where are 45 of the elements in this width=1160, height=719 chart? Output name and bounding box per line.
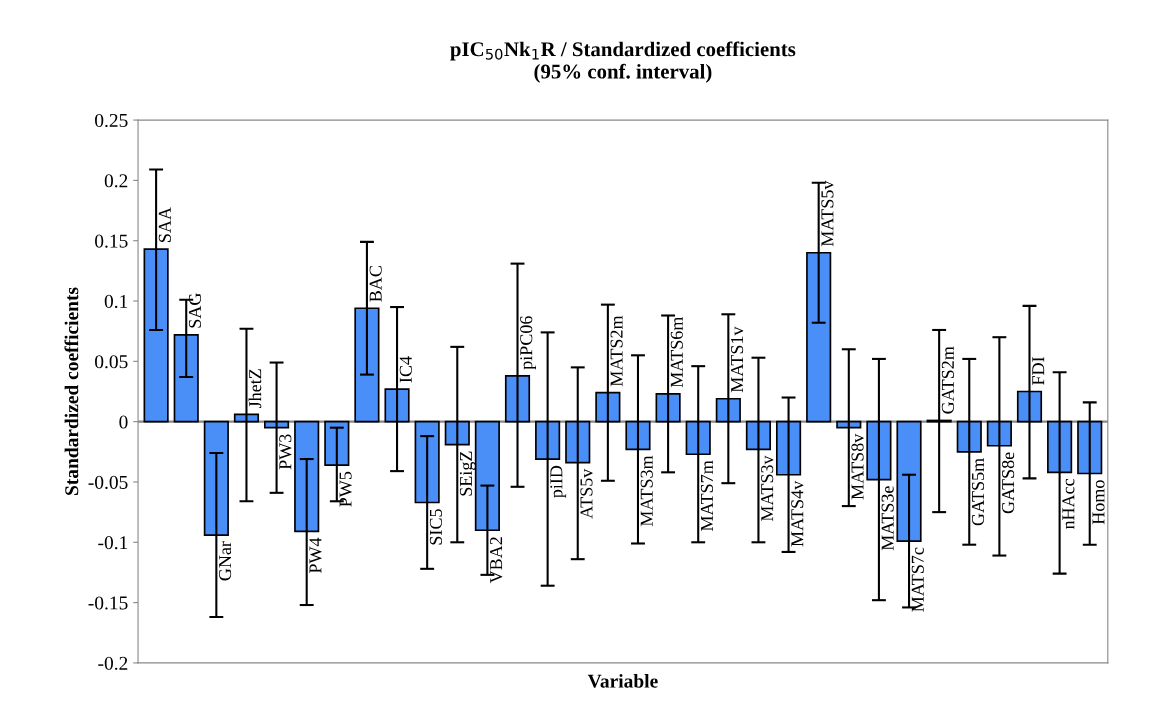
y-tick-label: -0.05: [88, 475, 128, 489]
y-axis-title: Standardized coefficients: [64, 287, 79, 495]
x-tick-label: SAA: [158, 207, 171, 242]
y-tick-label: 0.25: [95, 113, 128, 128]
x-tick-label: GATS8e: [1002, 452, 1015, 514]
x-tick-label: GATS5m: [971, 458, 985, 526]
x-tick-label: piID: [550, 465, 567, 498]
x-tick-label: MATS8v: [851, 433, 864, 500]
y-tick-label: -0.2: [98, 656, 128, 670]
x-tick-label: MATS6m: [670, 316, 683, 388]
x-tick-label: PW4: [309, 537, 322, 574]
x-tick-label: SAG: [188, 293, 202, 328]
y-tick-label: 0: [119, 415, 128, 429]
x-tick-label: MATS2m: [610, 315, 623, 387]
y-tick-label: 0.1: [104, 294, 128, 309]
x-tick-label: JhetZ: [248, 369, 262, 409]
x-tick-label: Homo: [1092, 480, 1105, 525]
x-tick-label: MATS7c: [911, 547, 924, 612]
x-tick-label: PW3: [279, 434, 292, 470]
x-tick-label: MATS3v: [761, 455, 774, 522]
chart-title: pIC$_{50}$Nk$_{1}$R / Standardized coefficients (95% conf. interval): [450, 41, 796, 83]
x-tick-label: SIC5: [429, 509, 442, 545]
x-tick-label: MATS4v: [791, 480, 804, 547]
x-tick-label: PW5: [339, 471, 352, 507]
x-tick-label: MATS7m: [700, 460, 714, 531]
x-tick-label: IC4: [399, 356, 412, 383]
x-tick-label: SEigZ: [459, 451, 476, 496]
x-tick-label: BAC: [369, 266, 382, 302]
y-tick-label: 0.15: [95, 234, 128, 248]
x-tick-label: MATS5v: [821, 180, 834, 247]
x-tick-label: GATS2m: [941, 346, 954, 414]
x-tick-label: GNar: [219, 541, 232, 581]
x-tick-label: VBA2: [490, 537, 503, 584]
y-tick-label: 0.05: [95, 355, 128, 369]
y-tick-label: -0.15: [88, 596, 128, 610]
x-tick-label: nHAcc: [1062, 478, 1075, 530]
x-tick-label: piPC06: [520, 316, 536, 370]
x-tick-label: MATS3m: [640, 455, 653, 527]
x-axis-title: Variable: [587, 674, 658, 688]
x-tick-label: ATS5v: [580, 468, 593, 519]
y-tick-label: -0.1: [98, 536, 128, 550]
x-tick-label: MATS3e: [881, 486, 894, 551]
x-tick-label: MATS1v: [731, 326, 744, 393]
y-tick-label: 0.2: [104, 174, 128, 188]
x-tick-label: FDI: [1032, 357, 1045, 385]
